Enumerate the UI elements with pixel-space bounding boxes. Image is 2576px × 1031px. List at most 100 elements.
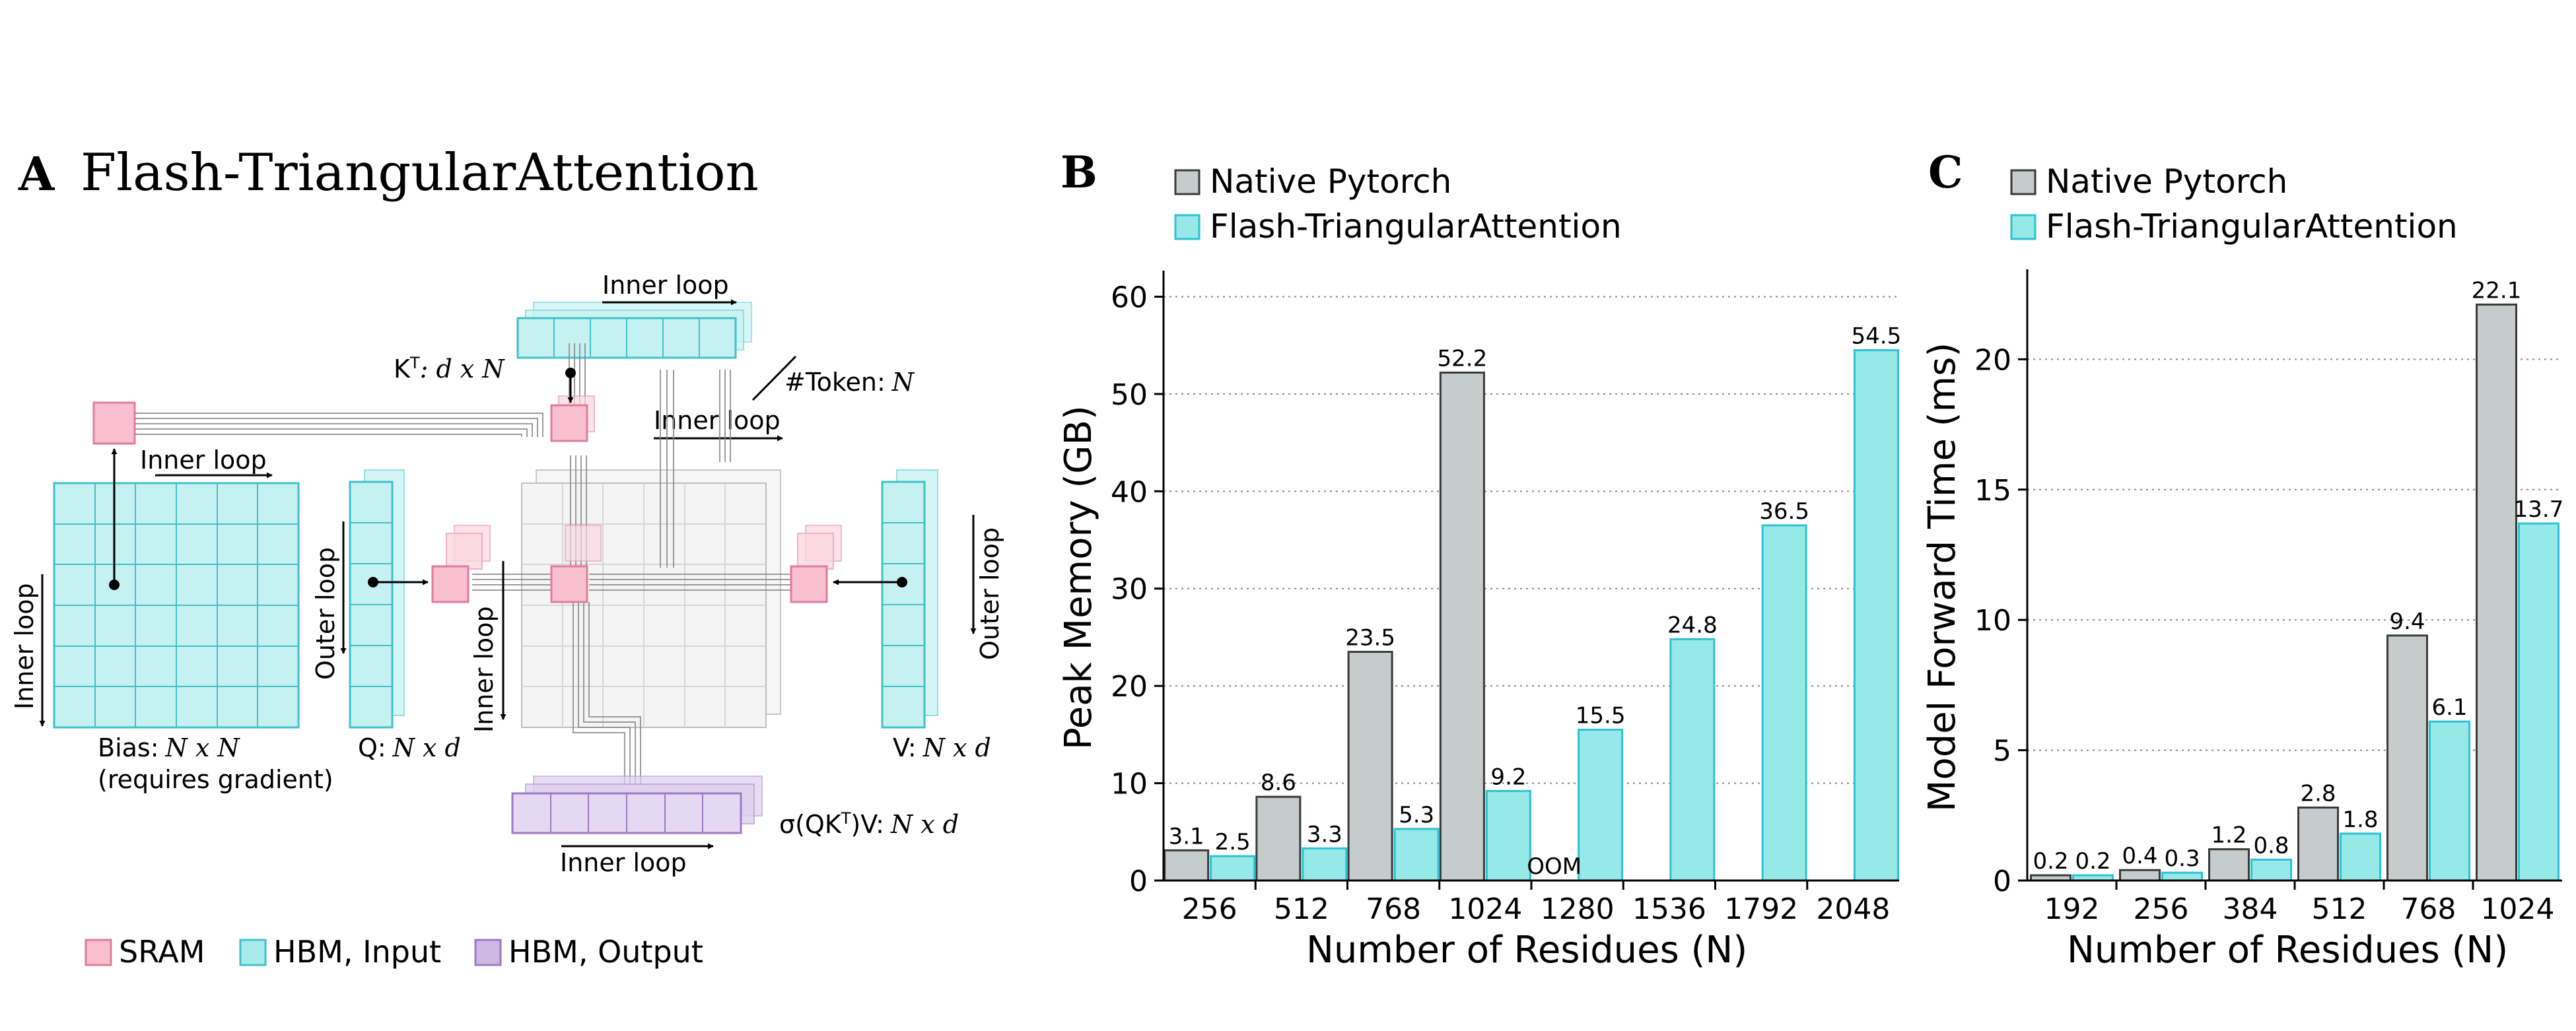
- chart-b-data-label-flash-512: 3.3: [1307, 821, 1342, 848]
- panel-b-label: B: [1061, 147, 1097, 198]
- chart-b-x-tick-label: 2048: [1816, 892, 1890, 926]
- chart-c-xlabel: Number of Residues (N): [2067, 929, 2508, 972]
- panel-b-chart: B Native Pytorch Flash-TriangularAttenti…: [1057, 147, 1901, 972]
- legend-c-native-swatch: [2010, 169, 2036, 195]
- chart-c-y-tick-label: 10: [1974, 604, 2011, 638]
- chart-c-gridlines: [2027, 358, 2562, 751]
- chart-b-y-tick-label: 0: [1129, 865, 1148, 898]
- chart-b-data-label-flash-2048: 54.5: [1852, 323, 1902, 350]
- chart-b-x-tick-label: 256: [1182, 892, 1237, 926]
- chart-b-x-ticks: 256 512 768 1024 1280 1536 1792 2048: [1182, 881, 1890, 926]
- chart-c-bar-flash-256: [2161, 871, 2203, 882]
- chart-c-data-label-flash-384: 0.8: [2253, 832, 2289, 859]
- v-tensor: [881, 469, 938, 729]
- chart-c-data-label-flash-256: 0.3: [2164, 846, 2200, 872]
- chart-b-y-tick-label: 30: [1111, 573, 1148, 607]
- chart-b-bar-flash-1280: [1578, 729, 1624, 882]
- legend-sram-label: SRAM: [119, 934, 205, 970]
- chart-b-data-label-flash-1280: 15.5: [1576, 703, 1626, 729]
- legend-hbm-input-swatch: [239, 939, 267, 966]
- legend-hbm-output-swatch: [474, 939, 502, 966]
- chart-c-y-tick-label: 0: [1993, 865, 2011, 898]
- chart-c-y-tick-label: 20: [1974, 343, 2011, 377]
- chart-b-x-tick-label: 1792: [1724, 892, 1798, 926]
- chart-b-bar-native-512: [1255, 795, 1302, 882]
- chart-b-bar-native-1024: [1439, 371, 1485, 882]
- chart-b-bar-flash-512: [1302, 847, 1348, 882]
- q-tensor: [349, 469, 405, 729]
- chart-b-y-tick-label: 10: [1111, 768, 1148, 801]
- chart-b-data-label-flash-1792: 36.5: [1759, 498, 1809, 525]
- bias-tensor: [53, 482, 300, 729]
- outer-loop-left-label: Outer loop: [311, 547, 340, 680]
- chart-c-data-label-native-256: 0.4: [2122, 843, 2157, 869]
- chart-c-x-tick-label: 256: [2134, 892, 2189, 926]
- inner-loop-bottom-label: Inner loop: [560, 848, 687, 877]
- legend-sram-swatch: [85, 939, 112, 966]
- panel-c-label: C: [1928, 147, 1963, 198]
- chart-b-data-label-native-1280: OOM: [1527, 853, 1582, 880]
- chart-b-axes: [1162, 271, 1899, 882]
- chart-b-bar-flash-1024: [1485, 789, 1531, 882]
- chart-b-data-label-native-512: 8.6: [1261, 770, 1296, 796]
- chart-b-x-tick-label: 1280: [1541, 892, 1615, 926]
- outer-loop-right-label: Outer loop: [975, 527, 1004, 660]
- legend-c-flash-swatch: [2010, 214, 2036, 240]
- kt-tensor: [516, 302, 752, 359]
- sram-block-bias: [92, 401, 136, 445]
- chart-b-bar-flash-1792: [1761, 524, 1807, 882]
- chart-b-xlabel: Number of Residues (N): [1306, 929, 1747, 972]
- legend-b-flash-label: Flash-TriangularAttention: [1210, 207, 1622, 246]
- bias-dot: [109, 580, 120, 590]
- legend-b-native-label: Native Pytorch: [1210, 162, 1451, 201]
- chart-c-bar-native-512: [2297, 806, 2339, 882]
- chart-b-data-labels: 3.1 2.5 8.6 3.3 23.5 5.3 52.2 9.2 OOM 15.5 24.8 36.…: [1169, 323, 1902, 880]
- chart-c-data-labels: 0.2 0.2 0.4 0.3 1.2 0.8 2.81.8 9.4 6.1 22.1 13.7: [2033, 277, 2563, 875]
- chart-c-x-tick-label: 192: [2044, 892, 2100, 926]
- chart-b-x-tick-label: 512: [1274, 892, 1329, 926]
- chart-b-bar-flash-2048: [1853, 349, 1899, 882]
- panel-c-legend: Native Pytorch Flash-TriangularAttention: [2010, 162, 2458, 246]
- chart-c-bar-flash-768: [2429, 720, 2470, 882]
- chart-b-y-ticks: 0 10 20 30 40 50 60: [1111, 281, 1164, 898]
- bias-note: (requires gradient): [98, 765, 333, 794]
- legend-c-native-label: Native Pytorch: [2046, 162, 2287, 201]
- chart-c-bars: [2030, 303, 2559, 882]
- chart-c-y-tick-label: 15: [1974, 474, 2011, 508]
- chart-c-x-tick-label: 1024: [2481, 892, 2555, 926]
- chart-b-data-label-native-768: 23.5: [1345, 625, 1395, 651]
- chart-c-bar-native-256: [2119, 869, 2161, 882]
- q-label: Q: N x d: [358, 733, 461, 762]
- chart-c-data-label-native-768: 9.4: [2389, 609, 2425, 635]
- chart-c-y-ticks: 0 5 10 15 20: [1974, 343, 2027, 898]
- chart-b-y-tick-label: 40: [1111, 475, 1148, 509]
- chart-c-data-label-native-384: 1.2: [2211, 822, 2246, 849]
- chart-b-data-label-flash-256: 2.5: [1215, 829, 1251, 855]
- chart-b-bar-native-256: [1164, 849, 1210, 882]
- kt-label: KT: d x N: [394, 354, 505, 383]
- chart-b-data-label-flash-768: 5.3: [1399, 802, 1434, 828]
- chart-c-ylabel: Model Forward Time (ms): [1921, 343, 1964, 812]
- chart-c-bar-flash-1024: [2518, 522, 2559, 882]
- chart-c-data-label-flash-768: 6.1: [2431, 694, 2467, 721]
- chart-b-y-tick-label: 20: [1111, 670, 1148, 704]
- chart-c-x-tick-label: 384: [2223, 892, 2278, 926]
- panel-b-legend: Native Pytorch Flash-TriangularAttention: [1174, 162, 1622, 246]
- chart-c-data-label-flash-192: 0.2: [2075, 848, 2110, 875]
- output-tensor: [511, 776, 763, 834]
- chart-b-data-label-native-256: 3.1: [1169, 823, 1204, 849]
- chart-b-x-tick-label: 768: [1366, 892, 1421, 926]
- panel-a-label: A: [18, 147, 55, 201]
- inner-loop-vertical-label: Inner loop: [10, 583, 39, 710]
- chart-c-bar-flash-384: [2250, 858, 2292, 882]
- inner-loop-mid-label: Inner loop: [654, 406, 781, 435]
- chart-b-y-tick-label: 60: [1111, 281, 1148, 314]
- token-pointer: [751, 355, 797, 401]
- output-label: σ(QKT)V: N x d: [779, 809, 959, 839]
- token-label: #Token: N: [784, 368, 915, 397]
- v-label: V: N x d: [893, 733, 991, 762]
- chart-b-data-label-native-1024: 52.2: [1438, 345, 1488, 372]
- chart-b-x-tick-label: 1024: [1448, 892, 1522, 926]
- chart-c-data-label-flash-1024: 13.7: [2514, 496, 2564, 523]
